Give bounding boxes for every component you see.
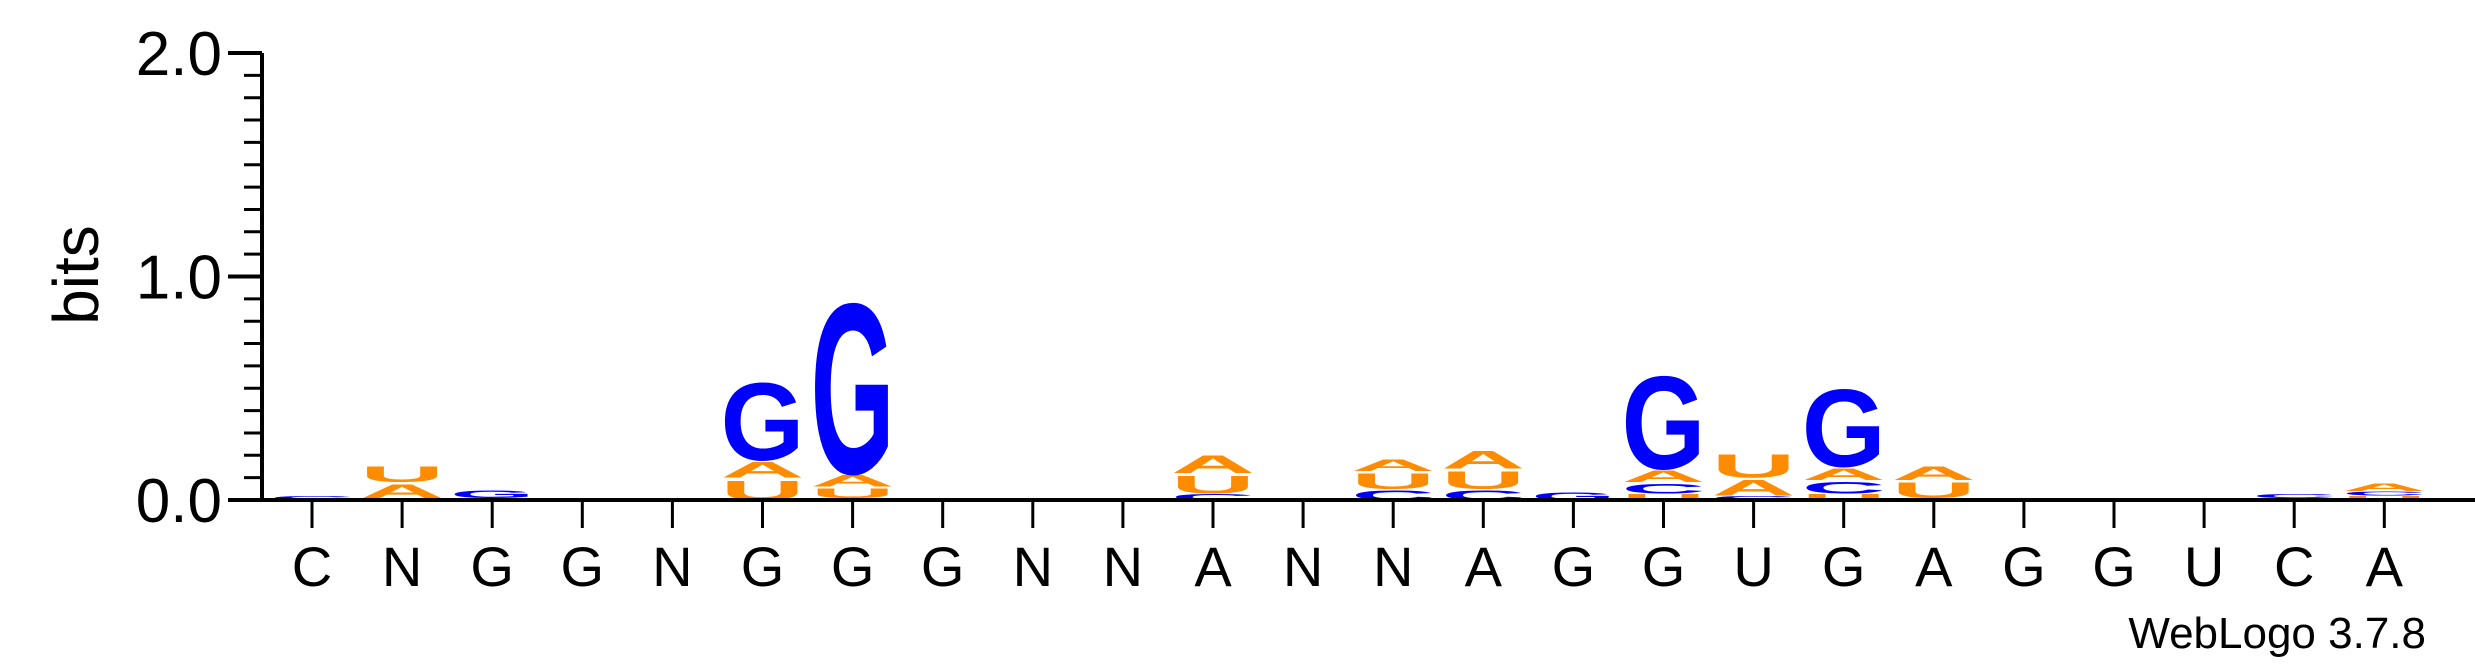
consensus-letter: G <box>561 535 605 598</box>
consensus-letter: N <box>1013 535 1053 598</box>
consensus-letter: A <box>1465 535 1503 598</box>
logo-letter-c: C <box>2252 493 2336 499</box>
logo-letter-g: G <box>721 360 805 484</box>
logo-letter-a: A <box>811 472 895 491</box>
y-tick-label: 0.0 <box>136 467 222 536</box>
consensus-letter: A <box>2366 535 2404 598</box>
consensus-letter: G <box>2092 535 2136 598</box>
consensus-letter: G <box>741 535 785 598</box>
logo-letter-u: U <box>1171 471 1255 499</box>
consensus-letter: A <box>1915 535 1953 598</box>
consensus-letter: N <box>1283 535 1323 598</box>
consensus-letter: C <box>292 535 332 598</box>
logo-letter-u: U <box>811 485 895 501</box>
logo-letter-a: A <box>1351 456 1435 475</box>
logo-letter-u: U <box>1802 493 1886 502</box>
weblogo-credit: WebLogo 3.7.8 <box>2128 609 2426 658</box>
logo-letter-a: A <box>1441 446 1525 474</box>
consensus-letter: U <box>1733 535 1773 598</box>
logo-letter-u: U <box>360 462 444 487</box>
logo-letter-a: A <box>1802 465 1886 484</box>
logo-letter-a: A <box>1892 462 1976 484</box>
consensus-letter: G <box>2002 535 2046 598</box>
logo-letter-u: U <box>1712 448 1796 485</box>
logo-letter-c: C <box>1802 478 1886 497</box>
consensus-letter: N <box>382 535 422 598</box>
consensus-letter: G <box>1642 535 1686 598</box>
logo-letter-a: A <box>1622 467 1706 486</box>
consensus-letter: G <box>1552 535 1596 598</box>
consensus-letter: G <box>921 535 965 598</box>
consensus-letter: N <box>1373 535 1413 598</box>
consensus-letter: G <box>470 535 514 598</box>
logo-letter-u: U <box>1622 493 1706 502</box>
consensus-letter: N <box>652 535 692 598</box>
logo-letter-a: A <box>1712 475 1796 500</box>
logo-letter-a: A <box>2342 481 2426 493</box>
logo-letter-g: G <box>811 252 895 525</box>
y-tick-label: 1.0 <box>136 244 222 313</box>
logo-letter-a: A <box>360 480 444 502</box>
logo-letter-u: U <box>1441 466 1525 494</box>
logo-letter-a: A <box>1171 451 1255 479</box>
logo-letter-c: C <box>1171 493 1255 502</box>
y-tick-label: 2.0 <box>136 20 222 89</box>
consensus-letter: A <box>1194 535 1232 598</box>
y-axis: 0.0 1.0 2.0 <box>136 20 2475 536</box>
logo-letter-g: G <box>1622 348 1706 497</box>
consensus-letter: N <box>1103 535 1143 598</box>
logo-letter-c: C <box>2342 491 2426 497</box>
logo-letter-a: A <box>720 458 804 483</box>
logo-letter-c: C <box>1622 481 1706 497</box>
logo-letter-g: G <box>1802 367 1886 491</box>
consensus-letter: G <box>1822 535 1866 598</box>
y-axis-label: bits <box>40 225 112 325</box>
consensus-letter: G <box>831 535 875 598</box>
logo-letter-g: G <box>450 488 534 500</box>
consensus-letter: C <box>2274 535 2314 598</box>
consensus-letter: U <box>2184 535 2224 598</box>
letter-stacks: CGAUAGUAGCUAGAACUACUACUAGUCAGCAUUCAGCUAA… <box>270 252 2426 525</box>
logo-letter-u: U <box>1351 469 1435 494</box>
